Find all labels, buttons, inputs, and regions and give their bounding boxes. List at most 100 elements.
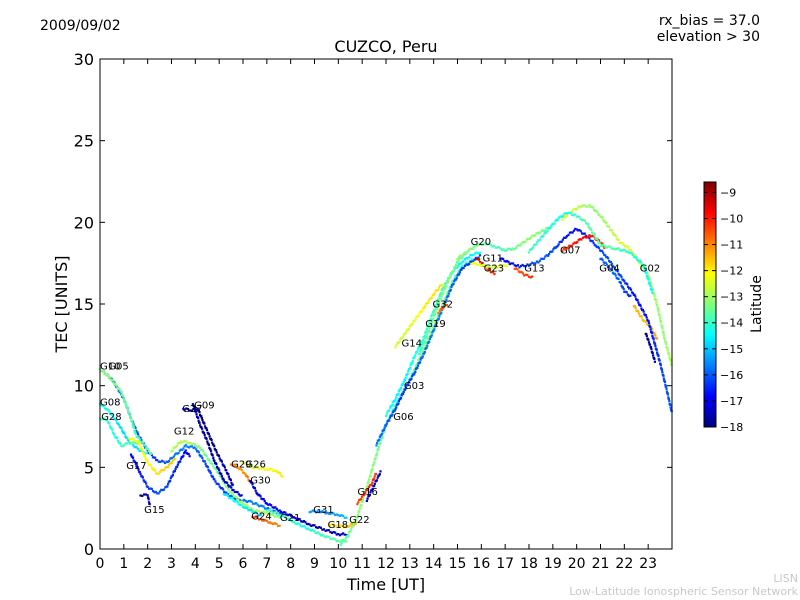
tec-point <box>118 387 121 390</box>
tec-point <box>203 434 206 437</box>
tec-point <box>373 485 376 488</box>
tec-point <box>481 261 484 265</box>
tec-point <box>453 280 456 283</box>
tec-point <box>195 413 198 416</box>
tec-point <box>666 393 669 396</box>
tec-point <box>182 407 185 411</box>
colorbar-tick-label: −11 <box>720 239 743 252</box>
tec-point <box>435 321 438 324</box>
tec-point <box>201 456 204 460</box>
tec-point <box>419 342 422 345</box>
tec-point <box>186 407 189 411</box>
tec-point <box>576 229 580 232</box>
tec-point <box>256 508 259 512</box>
tec-point <box>619 241 622 244</box>
tec-point <box>585 205 588 208</box>
tec-point <box>572 242 575 245</box>
tec-point <box>184 444 187 447</box>
tec-point <box>302 524 306 527</box>
tec-point <box>227 475 230 478</box>
tec-point <box>330 511 334 514</box>
tec-point <box>130 437 133 440</box>
tec-point <box>401 336 404 340</box>
tec-point <box>295 523 298 526</box>
tec-point <box>276 524 280 527</box>
sat-label-g08: G08 <box>100 397 120 408</box>
tec-point <box>189 445 192 448</box>
x-tick-label: 23 <box>639 556 657 572</box>
tec-point <box>631 253 634 256</box>
tec-point <box>408 325 411 328</box>
tec-point <box>391 403 394 406</box>
tec-point <box>434 313 437 316</box>
tec-point <box>505 249 508 252</box>
tec-point <box>136 466 139 469</box>
tec-point <box>288 517 291 520</box>
tec-point <box>397 402 400 405</box>
tec-point <box>602 219 605 222</box>
tec-point <box>596 237 599 240</box>
tec-point <box>649 285 652 288</box>
tec-point <box>143 493 146 496</box>
tec-point <box>314 531 317 534</box>
tec-point <box>172 455 175 458</box>
tec-point <box>469 254 472 257</box>
tec-point <box>187 442 191 445</box>
tec-point <box>543 229 546 232</box>
tec-point <box>236 491 239 494</box>
tec-point <box>432 310 435 313</box>
tec-point <box>234 464 237 467</box>
tec-point <box>637 260 640 263</box>
tec-point <box>421 349 424 352</box>
tec-point <box>131 420 134 423</box>
tec-point <box>491 266 494 269</box>
tec-point <box>370 489 373 492</box>
tec-point <box>418 361 422 364</box>
tec-point <box>173 469 176 473</box>
tec-point <box>636 258 639 261</box>
tec-point <box>449 288 452 291</box>
tec-point <box>513 264 516 267</box>
tec-point <box>427 299 430 302</box>
tec-point <box>201 449 205 452</box>
tec-point <box>146 494 149 497</box>
tec-point <box>259 467 262 470</box>
tec-point <box>210 450 213 453</box>
tec-point <box>579 238 582 241</box>
tec-point <box>608 225 611 228</box>
tec-point <box>154 490 157 493</box>
tec-point <box>583 235 586 238</box>
tec-point <box>517 244 520 247</box>
tec-point <box>586 205 589 208</box>
tec-point <box>434 310 437 313</box>
tec-point <box>401 383 405 386</box>
tec-point <box>171 449 174 452</box>
tec-point <box>247 465 250 468</box>
tec-point <box>275 515 278 518</box>
tec-point <box>394 408 397 411</box>
tec-point <box>367 480 370 483</box>
tec-point <box>347 533 350 536</box>
tec-point <box>660 368 664 371</box>
tec-point <box>338 525 341 528</box>
tec-point <box>273 515 276 518</box>
tec-point <box>650 347 653 351</box>
tec-point <box>579 230 582 233</box>
tec-point <box>138 471 141 474</box>
tec-point <box>321 534 324 537</box>
tec-point <box>354 518 358 521</box>
tec-point <box>249 499 252 502</box>
x-tick-label: 0 <box>96 556 105 572</box>
tec-point <box>375 453 378 456</box>
tec-point <box>478 254 482 257</box>
tec-point <box>147 496 150 499</box>
tec-point <box>307 522 310 526</box>
tec-point <box>578 215 581 218</box>
tec-point <box>228 497 231 500</box>
tec-point <box>626 250 629 254</box>
tec-point <box>257 510 260 513</box>
tec-point <box>261 510 264 513</box>
tec-point <box>455 266 459 269</box>
tec-point <box>583 204 586 207</box>
tec-point <box>301 525 304 528</box>
